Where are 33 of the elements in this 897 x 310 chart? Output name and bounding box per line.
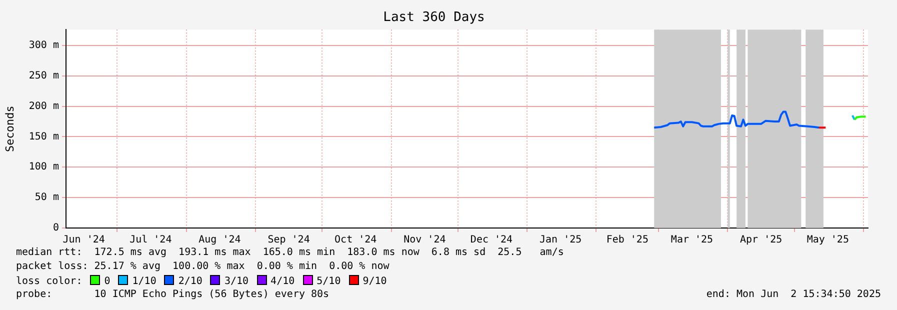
legend-label: 0: [104, 276, 110, 287]
y-axis-title: Seconds: [3, 106, 16, 152]
x-tick-label: Mar '25: [670, 234, 714, 246]
x-tick-label: Feb '25: [606, 234, 648, 246]
legend-label: 3/10: [224, 276, 249, 287]
x-tick-label: Apr '25: [740, 234, 782, 246]
legend-label: 5/10: [316, 276, 341, 287]
y-tick-label: 250 m: [28, 70, 59, 82]
legend-title: loss color:: [16, 276, 82, 287]
legend-label: 9/10: [362, 276, 387, 287]
y-tick-label: 100 m: [28, 162, 59, 173]
x-tick-label: Sep '24: [268, 234, 310, 246]
legend-label: 4/10: [270, 276, 295, 287]
y-tick-label: 300 m: [28, 40, 59, 52]
y-tick-label: 200 m: [28, 100, 59, 112]
x-tick-label: Dec '24: [470, 234, 513, 246]
x-tick-label: Jul '24: [130, 234, 172, 246]
chart-title: Last 360 Days: [383, 10, 485, 26]
x-tick-label: Aug '24: [198, 234, 241, 246]
x-tick-label: Oct '24: [334, 234, 377, 246]
y-tick-label: 50 m: [34, 192, 59, 204]
text: median rtt: 172.5 ms avg 193.1 ms max 165.0 ms min 183.0 ms now 6.8 ms sd 25.5 am/s: [16, 247, 564, 259]
y-tick-label: 150 m: [28, 131, 59, 142]
text: packet loss: 25.17 % avg 100.00 % max 0.00 % min 0.00 % now: [16, 261, 390, 273]
text: probe: 10 ICMP Echo Pings (56 Bytes) every 80s: [16, 289, 330, 300]
x-tick-label: Nov '24: [404, 234, 446, 246]
x-tick-label: Jun '24: [62, 234, 105, 246]
text: end: Mon Jun 2 15:34:50 2025: [706, 289, 881, 301]
y-tick-label: 0: [52, 222, 59, 234]
x-tick-label: Jan '25: [539, 234, 582, 246]
legend-label: 1/10: [132, 276, 156, 287]
x-tick-label: May '25: [806, 234, 849, 246]
legend-label: 2/10: [178, 276, 202, 287]
